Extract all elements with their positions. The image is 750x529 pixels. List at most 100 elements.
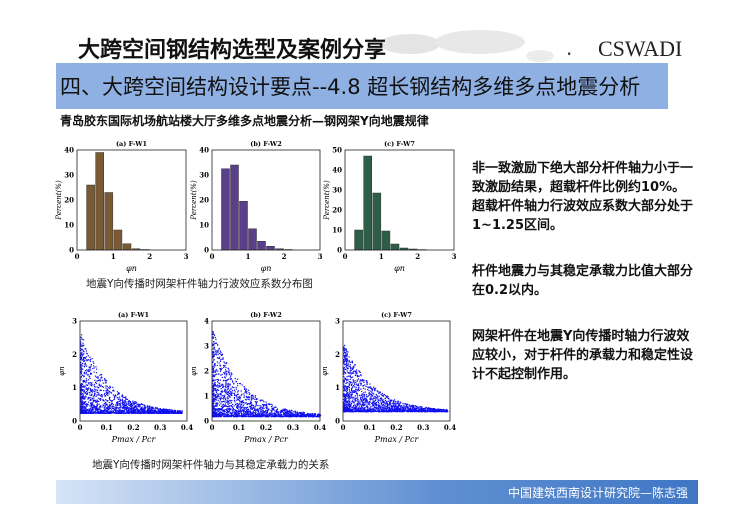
- scatter-point: [250, 408, 252, 410]
- scatter-point: [384, 408, 386, 410]
- scatter-point: [240, 407, 242, 409]
- scatter-point: [212, 365, 214, 367]
- scatter-point: [125, 406, 127, 408]
- scatter-point: [229, 383, 231, 385]
- scatter-point: [230, 378, 232, 381]
- scatter-point: [123, 405, 125, 407]
- scatter-point: [85, 371, 88, 373]
- scatter-point: [124, 401, 126, 403]
- scatter-point: [224, 397, 226, 399]
- scatter-point: [83, 408, 85, 410]
- scatter-point: [215, 405, 217, 407]
- scatter-point: [356, 392, 358, 394]
- scatter-point: [258, 408, 260, 410]
- scatter-point: [263, 405, 265, 407]
- scatter-point: [213, 359, 215, 361]
- scatter-point: [223, 413, 226, 416]
- scatter-point: [420, 408, 422, 410]
- scatter-point: [89, 377, 91, 379]
- scatter-point: [84, 391, 87, 393]
- scatter-point: [213, 397, 215, 400]
- scatter-point: [213, 400, 215, 403]
- scatter-point: [180, 412, 182, 414]
- scatter-point: [351, 361, 354, 363]
- scatter-point: [283, 413, 285, 415]
- scatter-point: [212, 378, 214, 380]
- scatter-point: [226, 411, 228, 414]
- scatter-point: [81, 408, 84, 410]
- scatter-point: [103, 407, 105, 409]
- scatter-point: [283, 409, 285, 411]
- scatter-point: [354, 384, 356, 386]
- scatter-point: [80, 336, 82, 338]
- x-tick-label: 1: [246, 252, 251, 261]
- scatter-point: [103, 412, 106, 414]
- scatter-point: [368, 409, 370, 411]
- scatter-point: [151, 412, 153, 414]
- scatter-point: [252, 395, 254, 397]
- scatter-point: [238, 397, 240, 400]
- scatter-point: [345, 395, 347, 397]
- scatter-point: [115, 402, 118, 404]
- scatter-point: [90, 412, 92, 414]
- scatter-point: [95, 406, 97, 409]
- scatter-point: [212, 368, 214, 370]
- scatter-point: [219, 394, 221, 396]
- scatter-point: [346, 400, 348, 402]
- scatter-point: [345, 400, 347, 403]
- scatter-point: [106, 388, 108, 391]
- scatter-point: [252, 404, 254, 406]
- scatter-point: [86, 388, 88, 390]
- scatter-point: [288, 413, 290, 415]
- scatter-point: [80, 375, 82, 378]
- scatter-point: [126, 407, 129, 410]
- scatter-point: [251, 415, 254, 418]
- scatter-point: [343, 398, 345, 401]
- scatter-point: [147, 405, 149, 407]
- scatter-point: [81, 359, 83, 361]
- scatter-point: [212, 372, 215, 374]
- scatter-point: [219, 401, 221, 403]
- scatter-point: [362, 396, 364, 398]
- scatter-point: [124, 404, 127, 406]
- scatter-point: [213, 335, 216, 337]
- scatter-point: [223, 410, 225, 412]
- scatter-point: [397, 407, 399, 409]
- scatter-point: [308, 414, 310, 417]
- scatter-point: [219, 397, 222, 399]
- scatter-point: [135, 401, 137, 403]
- scatter-point: [111, 409, 113, 411]
- scatter-point: [100, 410, 102, 413]
- scatter-point: [111, 402, 114, 404]
- scatter-point: [142, 411, 144, 413]
- scatter-point: [140, 411, 142, 413]
- scatter-point: [122, 395, 124, 397]
- scatter-point: [114, 409, 116, 411]
- scatter-point: [97, 387, 99, 389]
- scatter-point: [127, 403, 129, 406]
- scatter-point: [89, 388, 92, 390]
- scatter-point: [390, 403, 392, 405]
- scatter-point: [345, 372, 347, 374]
- scatter-point: [265, 407, 268, 409]
- scatter-point: [124, 407, 126, 409]
- scatter-point: [127, 412, 129, 414]
- scatter-point: [84, 410, 86, 412]
- scatter-point: [348, 384, 350, 386]
- scatter-point: [255, 403, 257, 405]
- scatter-point: [85, 412, 87, 414]
- scatter-point: [256, 409, 259, 411]
- scatter-point: [132, 410, 134, 412]
- scatter-point: [351, 399, 354, 401]
- scatter-point: [94, 393, 96, 395]
- scatter-point: [94, 407, 96, 409]
- scatter-point: [125, 407, 127, 410]
- scatter-point: [357, 407, 359, 409]
- scatter-point: [219, 352, 221, 354]
- scatter-point: [346, 405, 348, 408]
- scatter-point: [212, 333, 214, 336]
- scatter-point: [218, 384, 220, 387]
- scatter-point: [270, 412, 272, 414]
- scatter-point: [216, 364, 218, 367]
- scatter-point: [220, 405, 223, 407]
